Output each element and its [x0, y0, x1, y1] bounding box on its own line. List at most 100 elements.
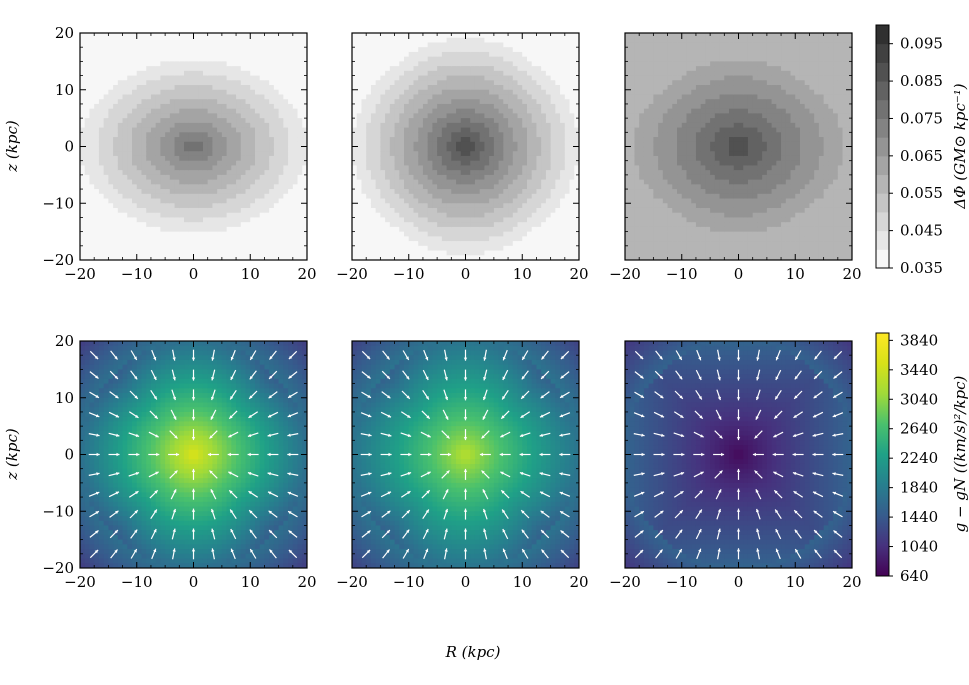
field-cell	[375, 56, 381, 62]
field-cell	[240, 85, 247, 91]
field-cell	[356, 108, 363, 114]
field-cell	[569, 179, 575, 185]
field-cell	[356, 70, 363, 77]
field-cell	[404, 108, 410, 114]
field-cell	[122, 99, 128, 105]
field-cell	[108, 141, 114, 148]
field-cell	[89, 231, 95, 237]
field-cell	[141, 103, 147, 110]
field-cell	[560, 255, 566, 260]
field-cell	[188, 165, 195, 171]
field-cell	[198, 146, 204, 152]
field-cell	[389, 203, 396, 209]
field-cell	[441, 222, 448, 228]
field-cell	[113, 170, 119, 176]
field-cell	[122, 236, 128, 242]
field-cell	[366, 151, 372, 157]
field-cell	[245, 80, 251, 86]
field-cell	[625, 61, 631, 67]
field-cell	[456, 174, 462, 181]
field-cell	[427, 89, 433, 96]
field-cell	[418, 212, 424, 219]
field-cell	[108, 207, 114, 214]
field-cell	[456, 193, 462, 200]
field-cell	[389, 75, 396, 81]
field-cell	[160, 255, 166, 260]
field-cell	[193, 198, 199, 204]
field-cell	[460, 245, 467, 252]
field-cell	[94, 184, 100, 190]
field-cell	[437, 118, 443, 124]
field-cell	[352, 203, 358, 209]
field-cell	[625, 70, 631, 77]
field-cell	[273, 113, 280, 119]
field-cell	[269, 132, 275, 138]
field-cell	[489, 89, 495, 96]
field-cell	[418, 170, 424, 176]
field-cell	[366, 165, 372, 171]
field-cell	[394, 89, 400, 96]
field-cell	[550, 85, 556, 91]
field-cell	[288, 132, 294, 138]
field-cell	[202, 217, 209, 223]
field-cell	[484, 47, 490, 53]
field-cell	[356, 37, 363, 44]
field-cell	[250, 250, 256, 256]
field-cell	[146, 222, 152, 228]
field-cell	[629, 146, 636, 152]
field-cell	[413, 75, 419, 81]
field-cell	[108, 174, 114, 181]
field-cell	[113, 193, 119, 200]
field-cell	[184, 141, 190, 148]
field-cell	[634, 155, 640, 162]
field-cell	[451, 241, 457, 247]
field-cell	[574, 155, 579, 162]
field-cell	[240, 241, 247, 247]
field-cell	[132, 42, 138, 48]
field-cell	[132, 37, 138, 44]
field-cell	[422, 56, 429, 62]
field-cell	[188, 99, 195, 105]
field-cell	[207, 108, 214, 114]
field-cell	[536, 245, 542, 252]
field-cell	[297, 108, 303, 114]
x-tick-label: −10	[121, 265, 153, 283]
field-cell	[399, 80, 405, 86]
field-cell	[512, 189, 519, 195]
field-cell	[198, 151, 204, 157]
field-cell	[399, 94, 405, 100]
field-cell	[555, 236, 561, 242]
field-cell	[380, 118, 386, 124]
field-cell	[221, 179, 228, 185]
field-cell	[550, 132, 556, 138]
field-cell	[127, 184, 133, 190]
field-cell	[634, 193, 640, 200]
field-cell	[370, 33, 377, 39]
field-cell	[108, 250, 114, 256]
field-cell	[460, 113, 467, 119]
field-cell	[639, 231, 645, 237]
field-cell	[122, 127, 128, 133]
field-cell	[226, 37, 232, 44]
field-cell	[221, 42, 228, 48]
field-cell	[508, 113, 514, 119]
field-cell	[250, 231, 256, 237]
field-cell	[361, 170, 367, 176]
field-cell	[212, 137, 218, 143]
field-cell	[245, 212, 251, 219]
field-cell	[89, 217, 95, 223]
field-cell	[165, 212, 171, 219]
field-cell	[418, 146, 424, 152]
field-cell	[198, 85, 204, 91]
field-cell	[489, 241, 495, 247]
field-cell	[555, 89, 561, 96]
field-cell	[427, 80, 433, 86]
field-cell	[108, 122, 114, 129]
field-cell	[98, 222, 105, 228]
field-cell	[141, 231, 147, 237]
field-cell	[108, 137, 114, 143]
field-cell	[456, 160, 462, 167]
field-cell	[629, 108, 636, 114]
field-cell	[394, 193, 400, 200]
field-cell	[432, 226, 438, 233]
